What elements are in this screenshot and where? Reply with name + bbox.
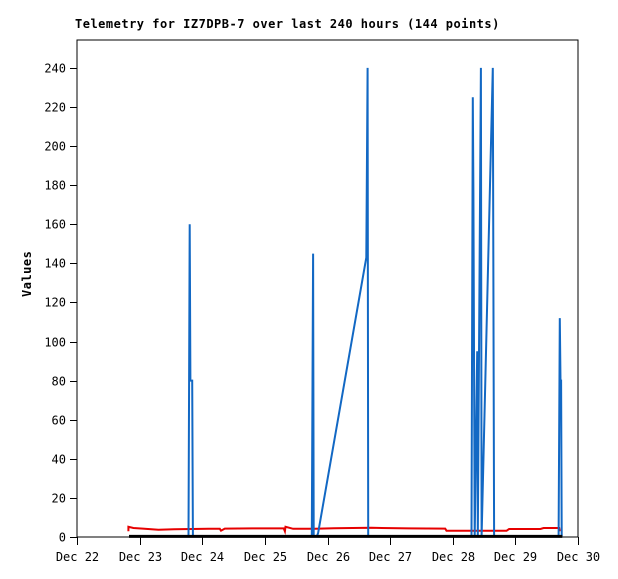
x-tick-label: Dec 25 bbox=[244, 550, 287, 564]
y-tick-label: 240 bbox=[44, 62, 66, 76]
x-tick-label: Dec 30 bbox=[557, 550, 600, 564]
x-tick-label: Dec 24 bbox=[181, 550, 224, 564]
x-tick-label: Dec 26 bbox=[307, 550, 350, 564]
y-tick-label: 180 bbox=[44, 179, 66, 193]
x-tick-label: Dec 23 bbox=[119, 550, 162, 564]
y-tick-label: 60 bbox=[52, 414, 66, 428]
x-tick-label: Dec 29 bbox=[494, 550, 537, 564]
x-tick-label: Dec 28 bbox=[432, 550, 475, 564]
y-tick-label: 80 bbox=[52, 375, 66, 389]
y-axis-title: Values bbox=[20, 250, 35, 297]
telemetry-channel-red bbox=[127, 525, 561, 536]
y-tick-label: 40 bbox=[52, 453, 66, 467]
y-tick-label: 120 bbox=[44, 296, 66, 310]
y-tick-label: 200 bbox=[44, 140, 66, 154]
y-tick-label: 160 bbox=[44, 218, 66, 232]
telemetry-channel-blue bbox=[129, 67, 563, 538]
y-tick-label: 20 bbox=[52, 492, 66, 506]
y-tick-label: 100 bbox=[44, 336, 66, 350]
y-tick-label: 140 bbox=[44, 257, 66, 271]
chart-title: Telemetry for IZ7DPB-7 over last 240 hou… bbox=[75, 17, 500, 31]
x-tick-label: Dec 22 bbox=[56, 550, 99, 564]
y-tick-label: 220 bbox=[44, 101, 66, 115]
plot-frame bbox=[76, 39, 579, 538]
x-tick-label: Dec 27 bbox=[369, 550, 412, 564]
y-tick-label: 0 bbox=[59, 531, 66, 545]
